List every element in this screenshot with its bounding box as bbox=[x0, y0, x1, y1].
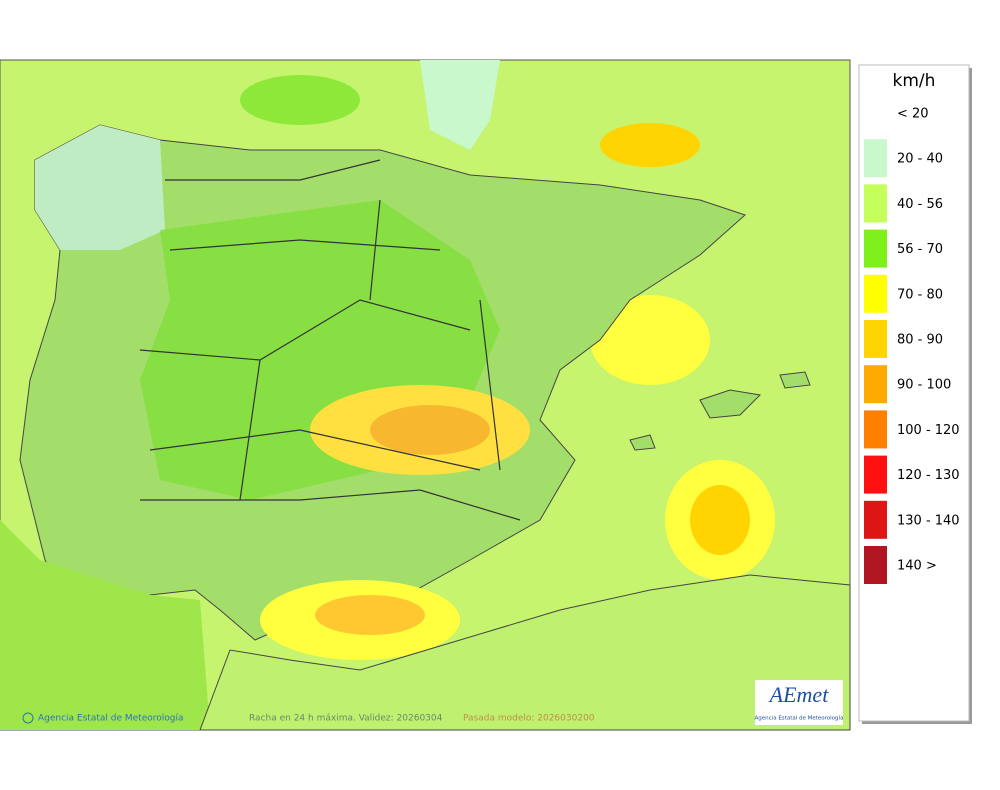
legend-label: 80 - 90 bbox=[897, 333, 943, 348]
legend-swatch bbox=[864, 139, 887, 178]
caption: Racha en 24 h máxima. Validez: 20260304 bbox=[249, 714, 443, 724]
legend-swatch bbox=[864, 365, 887, 404]
island bbox=[779, 371, 811, 389]
region-borders bbox=[139, 159, 521, 521]
logo: AEmet Agencia Estatal de Meteorología bbox=[755, 680, 844, 725]
wind-area bbox=[590, 295, 710, 385]
legend-label: 40 - 56 bbox=[897, 197, 943, 212]
wind-area bbox=[0, 520, 210, 730]
wind-area bbox=[315, 595, 425, 635]
legend-label: 56 - 70 bbox=[897, 242, 943, 257]
logo-box bbox=[755, 680, 843, 725]
wind-area bbox=[370, 405, 490, 455]
island bbox=[699, 389, 762, 419]
map bbox=[0, 59, 851, 731]
legend-unit: km/h bbox=[893, 71, 936, 91]
logo-name: AEmet bbox=[768, 682, 830, 707]
legend-label: 130 - 140 bbox=[897, 513, 960, 528]
legend-label: 90 - 100 bbox=[897, 378, 951, 393]
legend-label: 100 - 120 bbox=[897, 423, 960, 438]
legend-swatch bbox=[864, 410, 887, 449]
copyright-icon bbox=[22, 712, 34, 724]
wind-area bbox=[240, 75, 360, 125]
legend-swatch bbox=[864, 320, 887, 358]
legend-swatch bbox=[864, 500, 887, 539]
legend-swatch bbox=[864, 229, 887, 268]
calm-area bbox=[35, 125, 165, 250]
legend-label: 70 - 80 bbox=[897, 287, 943, 302]
legend-swatch bbox=[864, 274, 887, 313]
wind-area bbox=[600, 123, 700, 167]
island bbox=[629, 434, 656, 451]
legend-swatch bbox=[864, 546, 887, 584]
legend-label: 20 - 40 bbox=[897, 152, 943, 167]
africa-coast bbox=[199, 574, 851, 731]
logo-subtitle: Agencia Estatal de Meteorología bbox=[755, 715, 844, 722]
model-run: Pasada modelo: 2026030200 bbox=[463, 714, 595, 724]
wind-area bbox=[690, 485, 750, 555]
legend-label: < 20 bbox=[897, 107, 929, 122]
footer: Agencia Estatal de Meteorología Racha en… bbox=[22, 712, 595, 724]
legend: km/h < 20 20 - 40 40 - 56 56 - 70 70 - 80 80 … bbox=[858, 64, 972, 724]
credit: Agencia Estatal de Meteorología bbox=[38, 714, 184, 724]
legend-label: 140 > bbox=[897, 559, 937, 574]
legend-swatch bbox=[864, 184, 887, 223]
legend-label: 120 - 130 bbox=[897, 468, 960, 483]
calm-area bbox=[420, 60, 500, 150]
legend-swatch bbox=[864, 455, 887, 494]
